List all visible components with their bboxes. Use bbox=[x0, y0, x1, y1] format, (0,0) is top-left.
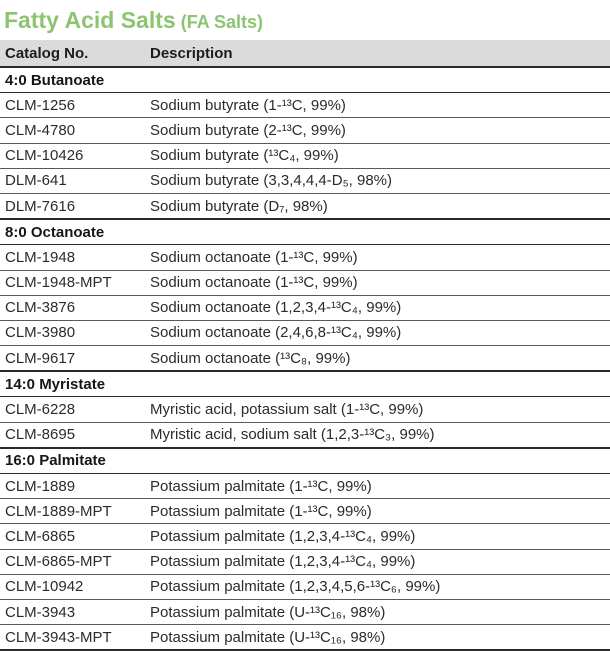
description-cell: Sodium octanoate (¹³C₈, 99%) bbox=[150, 345, 610, 372]
catalog-number-cell: CLM-1889-MPT bbox=[0, 498, 150, 525]
description-cell: Sodium octanoate (1,2,3,4-¹³C₄, 99%) bbox=[150, 295, 610, 321]
table-row: CLM-3980 Sodium octanoate (2,4,6,8-¹³C₄, … bbox=[0, 320, 610, 347]
catalog-table: Catalog No. Description 4:0 Butanoate CLM… bbox=[0, 40, 610, 651]
table-row: CLM-3876 Sodium octanoate (1,2,3,4-¹³C₄, … bbox=[0, 295, 610, 321]
catalog-number-cell: CLM-8695 bbox=[0, 422, 150, 449]
table-row: CLM-10942 Potassium palmitate (1,2,3,4,5,… bbox=[0, 574, 610, 600]
catalog-number-cell: CLM-1889 bbox=[0, 473, 150, 500]
description-cell: Potassium palmitate (1,2,3,4,5,6-¹³C₆, 9… bbox=[150, 574, 610, 600]
description-cell: Potassium palmitate (U-¹³C₁₆, 98%) bbox=[150, 599, 610, 626]
table-row: CLM-1889-MPT Potassium palmitate (1-¹³C, … bbox=[0, 498, 610, 525]
section-header-label: 16:0 Palmitate bbox=[0, 446, 610, 474]
catalog-number-cell: DLM-7616 bbox=[0, 193, 150, 220]
catalog-number-cell: CLM-1948-MPT bbox=[0, 270, 150, 296]
section-header-label: 14:0 Myristate bbox=[0, 370, 610, 398]
catalog-number-cell: CLM-1256 bbox=[0, 92, 150, 119]
catalog-number-cell: CLM-4780 bbox=[0, 117, 150, 144]
catalog-number-cell: CLM-3980 bbox=[0, 320, 150, 347]
description-cell: Myristic acid, potassium salt (1-¹³C, 99… bbox=[150, 396, 610, 423]
page-title-sub: (FA Salts) bbox=[180, 12, 264, 32]
table-row: CLM-8695 Myristic acid, sodium salt (1,2,… bbox=[0, 422, 610, 449]
catalog-number-cell: CLM-6865-MPT bbox=[0, 549, 150, 575]
description-cell: Sodium butyrate (3,3,4,4,4-D₅, 98%) bbox=[150, 168, 610, 194]
description-cell: Sodium octanoate (1-¹³C, 99%) bbox=[150, 270, 610, 296]
description-cell: Potassium palmitate (U-¹³C₁₆, 98%) bbox=[150, 624, 610, 651]
page-title-main: Fatty Acid Salts bbox=[4, 7, 176, 33]
description-cell: Sodium octanoate (2,4,6,8-¹³C₄, 99%) bbox=[150, 320, 610, 347]
table-row: CLM-6228 Myristic acid, potassium salt (1… bbox=[0, 396, 610, 423]
description-cell: Potassium palmitate (1-¹³C, 99%) bbox=[150, 498, 610, 525]
catalog-number-cell: CLM-6865 bbox=[0, 523, 150, 550]
table-row: CLM-9617 Sodium octanoate (¹³C₈, 99%) bbox=[0, 345, 610, 372]
description-cell: Sodium octanoate (1-¹³C, 99%) bbox=[150, 244, 610, 271]
catalog-number-cell: CLM-3876 bbox=[0, 295, 150, 321]
description-column-header: Description bbox=[150, 40, 610, 67]
description-cell: Potassium palmitate (1,2,3,4-¹³C₄, 99%) bbox=[150, 523, 610, 550]
catalog-number-cell: CLM-9617 bbox=[0, 345, 150, 372]
catalog-number-cell: CLM-1948 bbox=[0, 244, 150, 271]
description-cell: Potassium palmitate (1-¹³C, 99%) bbox=[150, 473, 610, 500]
catalog-number-cell: CLM-10942 bbox=[0, 574, 150, 600]
section-header-row: 4:0 Butanoate bbox=[0, 66, 610, 94]
catalog-number-cell: CLM-10426 bbox=[0, 143, 150, 169]
table-body: 4:0 Butanoate CLM-1256 Sodium butyrate (1-… bbox=[0, 66, 610, 651]
section-header-row: 14:0 Myristate bbox=[0, 370, 610, 398]
table-row: CLM-4780 Sodium butyrate (2-¹³C, 99%) bbox=[0, 117, 610, 144]
section-header-label: 8:0 Octanoate bbox=[0, 218, 610, 246]
catalog-number-cell: DLM-641 bbox=[0, 168, 150, 194]
table-row: CLM-1948 Sodium octanoate (1-¹³C, 99%) bbox=[0, 244, 610, 271]
table-row: CLM-10426 Sodium butyrate (¹³C₄, 99%) bbox=[0, 143, 610, 169]
section-header-row: 8:0 Octanoate bbox=[0, 218, 610, 246]
catalog-no-column-header: Catalog No. bbox=[0, 40, 150, 67]
catalog-number-cell: CLM-3943-MPT bbox=[0, 624, 150, 651]
table-row: CLM-3943-MPT Potassium palmitate (U-¹³C₁₆… bbox=[0, 624, 610, 651]
section-header-label: 4:0 Butanoate bbox=[0, 66, 610, 94]
description-cell: Sodium butyrate (D₇, 98%) bbox=[150, 193, 610, 220]
catalog-number-cell: CLM-3943 bbox=[0, 599, 150, 626]
catalog-number-cell: CLM-6228 bbox=[0, 396, 150, 423]
section-header-row: 16:0 Palmitate bbox=[0, 446, 610, 474]
description-cell: Sodium butyrate (1-¹³C, 99%) bbox=[150, 92, 610, 119]
description-cell: Sodium butyrate (¹³C₄, 99%) bbox=[150, 143, 610, 169]
table-row: CLM-1256 Sodium butyrate (1-¹³C, 99%) bbox=[0, 92, 610, 119]
table-row: CLM-1889 Potassium palmitate (1-¹³C, 99%) bbox=[0, 473, 610, 500]
description-cell: Potassium palmitate (1,2,3,4-¹³C₄, 99%) bbox=[150, 549, 610, 575]
description-cell: Sodium butyrate (2-¹³C, 99%) bbox=[150, 117, 610, 144]
table-row: CLM-6865 Potassium palmitate (1,2,3,4-¹³C… bbox=[0, 523, 610, 550]
table-row: DLM-7616 Sodium butyrate (D₇, 98%) bbox=[0, 193, 610, 220]
table-header-row: Catalog No. Description bbox=[0, 40, 610, 67]
description-cell: Myristic acid, sodium salt (1,2,3-¹³C₃, … bbox=[150, 422, 610, 449]
table-row: CLM-1948-MPT Sodium octanoate (1-¹³C, 99%… bbox=[0, 270, 610, 296]
table-row: DLM-641 Sodium butyrate (3,3,4,4,4-D₅, 98… bbox=[0, 168, 610, 194]
table-row: CLM-6865-MPT Potassium palmitate (1,2,3,4… bbox=[0, 549, 610, 575]
table-row: CLM-3943 Potassium palmitate (U-¹³C₁₆, 98… bbox=[0, 599, 610, 626]
page-title: Fatty Acid Salts (FA Salts) bbox=[0, 0, 610, 40]
